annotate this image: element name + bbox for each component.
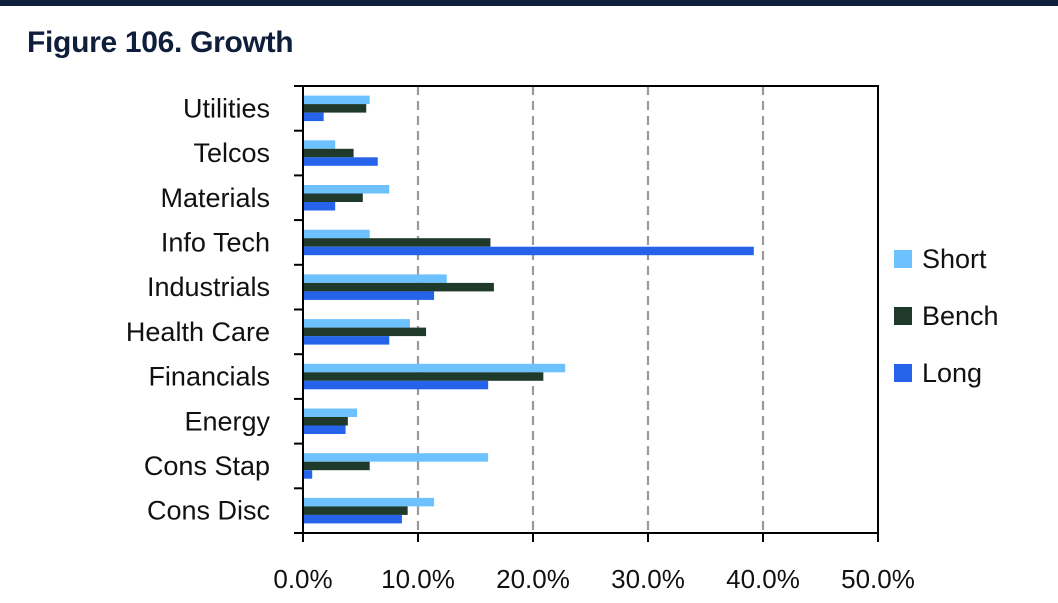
- x-tick-label: 0.0%: [273, 564, 332, 594]
- bar-cons-stap-long: [303, 470, 313, 479]
- bar-materials-short: [303, 185, 390, 194]
- bar-cons-disc-short: [303, 497, 435, 507]
- axes: [294, 85, 879, 542]
- tick-labels: 0.0% 10.0% 20.0% 30.0% 40.0% 50.0%: [273, 564, 915, 594]
- bar-telcos-bench: [303, 148, 354, 158]
- category-label: Health Care: [126, 317, 270, 347]
- category-label: Cons Disc: [147, 496, 270, 526]
- bar-industrials-short: [303, 274, 447, 283]
- plot-frame: [302, 85, 879, 534]
- bar-materials-long: [303, 202, 336, 211]
- bar-utilities-short: [303, 95, 370, 105]
- x-tick-label: 40.0%: [726, 564, 800, 594]
- x-tick-label: 20.0%: [496, 564, 570, 594]
- category-labels: Utilities Telcos Materials Info Tech Industr…: [126, 93, 271, 525]
- bar-financials-long: [303, 380, 489, 390]
- bar-cons-stap-bench: [303, 461, 370, 471]
- bar-industrials-long: [303, 291, 435, 300]
- category-label: Utilities: [183, 93, 270, 123]
- bar-cons-disc-bench: [303, 506, 408, 515]
- bar-info-tech-short: [303, 229, 370, 239]
- category-label: Industrials: [147, 272, 270, 302]
- bar-utilities-bench: [303, 104, 367, 113]
- bar-energy-bench: [303, 417, 348, 426]
- legend-swatch-short: [894, 250, 912, 268]
- category-label: Info Tech: [161, 227, 270, 257]
- bar-telcos-short: [303, 140, 336, 149]
- bar-financials-bench: [303, 372, 544, 381]
- category-label: Telcos: [193, 138, 270, 168]
- bar-financials-short: [303, 363, 566, 373]
- gridlines: [416, 86, 765, 533]
- legend-label-bench: Bench: [922, 301, 999, 331]
- legend-label-short: Short: [922, 244, 987, 274]
- legend-swatch-bench: [894, 307, 912, 325]
- bar-telcos-long: [303, 157, 378, 166]
- top-rule: [0, 0, 1058, 6]
- category-label: Energy: [184, 406, 270, 436]
- category-label: Financials: [148, 362, 270, 392]
- x-tick-label: 50.0%: [841, 564, 915, 594]
- bar-info-tech-bench: [303, 238, 491, 247]
- bar-energy-long: [303, 425, 346, 434]
- bar-cons-stap-short: [303, 453, 489, 462]
- figure-title: Figure 106. Growth: [27, 26, 294, 59]
- legend-swatch-long: [894, 364, 912, 382]
- bar-cons-disc-long: [303, 514, 402, 524]
- category-label: Materials: [160, 183, 270, 213]
- bar-health-care-bench: [303, 327, 427, 337]
- legend-label-long: Long: [922, 358, 982, 388]
- bar-industrials-bench: [303, 282, 494, 292]
- category-label: Cons Stap: [144, 451, 270, 481]
- bar-utilities-long: [303, 112, 324, 122]
- bar-info-tech-long: [303, 246, 754, 256]
- bar-health-care-long: [303, 336, 390, 345]
- bar-materials-bench: [303, 193, 363, 202]
- bar-health-care-short: [303, 319, 410, 328]
- x-tick-label: 30.0%: [611, 564, 685, 594]
- bar-energy-short: [303, 408, 358, 417]
- x-tick-label: 10.0%: [381, 564, 455, 594]
- bars: [303, 95, 754, 524]
- legend: Short Bench Long: [894, 244, 999, 388]
